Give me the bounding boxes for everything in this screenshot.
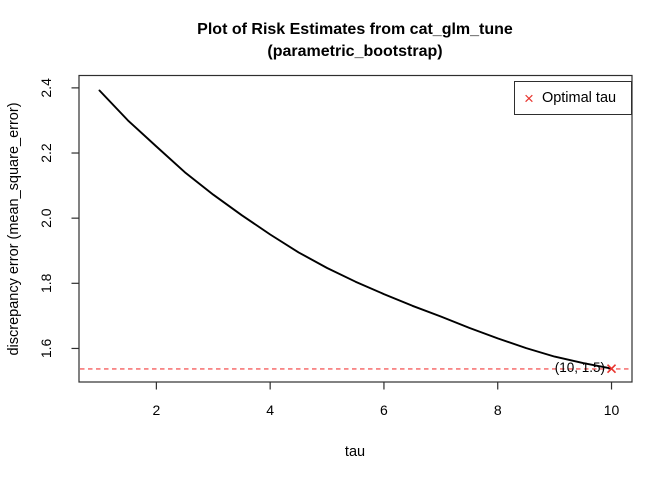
optimal-point-marker bbox=[606, 364, 617, 374]
y-axis-label: discrepancy error (mean_square_error) bbox=[6, 102, 22, 356]
legend-label: Optimal tau bbox=[541, 90, 617, 106]
y-tick-label: 2.4 bbox=[38, 78, 54, 98]
y-tick-label: 1.6 bbox=[38, 339, 54, 359]
x-marker-icon: × bbox=[524, 88, 534, 108]
y-tick-label: 2.2 bbox=[38, 143, 54, 163]
optimal-point-annotation: (10, 1.5) bbox=[554, 360, 605, 375]
risk-curve bbox=[98, 89, 613, 370]
plot-title: Plot of Risk Estimates from cat_glm_tune… bbox=[197, 19, 513, 62]
y-tick-label: 2.0 bbox=[38, 208, 54, 228]
plot-title-line1: Plot of Risk Estimates from cat_glm_tune bbox=[197, 21, 513, 38]
x-tick-label: 2 bbox=[152, 402, 160, 418]
legend: × Optimal tau bbox=[514, 81, 632, 115]
plot-box bbox=[78, 74, 633, 383]
x-tick-label: 10 bbox=[604, 402, 620, 418]
plot-title-line2: (parametric_bootstrap) bbox=[267, 42, 443, 60]
y-tick-label: 1.8 bbox=[38, 273, 54, 293]
x-tick-label: 4 bbox=[266, 402, 274, 418]
x-tick-label: 8 bbox=[494, 402, 502, 418]
x-axis-label: tau bbox=[344, 444, 366, 460]
x-tick-label: 6 bbox=[380, 402, 388, 418]
